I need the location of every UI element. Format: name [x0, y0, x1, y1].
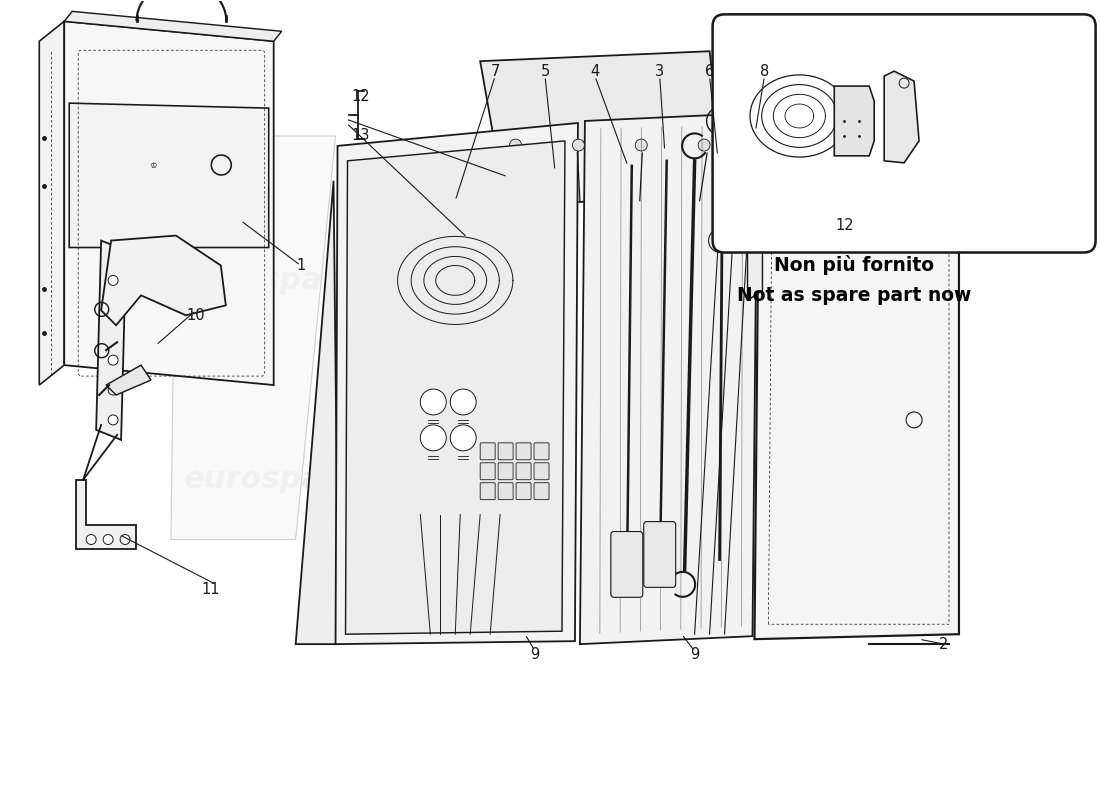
Circle shape — [103, 534, 113, 545]
Circle shape — [450, 389, 476, 415]
FancyBboxPatch shape — [516, 482, 531, 500]
Text: 4: 4 — [591, 64, 600, 78]
Circle shape — [465, 222, 485, 242]
Circle shape — [108, 355, 118, 365]
FancyBboxPatch shape — [534, 462, 549, 480]
Text: 9: 9 — [530, 646, 540, 662]
Polygon shape — [884, 71, 920, 163]
FancyBboxPatch shape — [610, 531, 642, 598]
Text: 5: 5 — [540, 64, 550, 78]
Circle shape — [450, 425, 476, 451]
Polygon shape — [40, 22, 64, 385]
Text: 6: 6 — [705, 64, 714, 78]
Text: Non più fornito: Non più fornito — [774, 255, 934, 275]
Circle shape — [458, 214, 493, 250]
Polygon shape — [748, 131, 762, 300]
Polygon shape — [481, 51, 719, 146]
Text: eurospares: eurospares — [185, 266, 377, 295]
FancyBboxPatch shape — [498, 462, 513, 480]
Polygon shape — [834, 86, 874, 156]
FancyBboxPatch shape — [644, 522, 675, 587]
Polygon shape — [170, 136, 336, 539]
Text: 10: 10 — [187, 308, 206, 322]
Text: 1: 1 — [296, 258, 306, 273]
FancyBboxPatch shape — [516, 462, 531, 480]
Text: eurospares: eurospares — [185, 466, 377, 494]
Circle shape — [698, 139, 711, 151]
Polygon shape — [296, 181, 339, 644]
Polygon shape — [416, 221, 491, 302]
Circle shape — [420, 389, 447, 415]
Polygon shape — [345, 141, 565, 634]
Polygon shape — [76, 480, 136, 550]
Text: 13: 13 — [351, 129, 370, 143]
Text: 12: 12 — [835, 218, 854, 233]
Circle shape — [86, 534, 96, 545]
Polygon shape — [64, 22, 274, 385]
Text: 12: 12 — [351, 89, 370, 103]
Text: 3: 3 — [656, 64, 664, 78]
Circle shape — [636, 139, 647, 151]
Circle shape — [108, 415, 118, 425]
Circle shape — [420, 425, 447, 451]
FancyBboxPatch shape — [498, 482, 513, 500]
Circle shape — [108, 275, 118, 286]
Text: Not as spare part now: Not as spare part now — [737, 286, 971, 305]
FancyBboxPatch shape — [481, 462, 495, 480]
FancyBboxPatch shape — [534, 443, 549, 460]
Text: 11: 11 — [201, 582, 220, 597]
Text: 2: 2 — [939, 637, 948, 652]
Polygon shape — [755, 111, 959, 639]
FancyBboxPatch shape — [516, 443, 531, 460]
Polygon shape — [106, 365, 151, 395]
Text: 9: 9 — [690, 646, 700, 662]
Polygon shape — [101, 235, 226, 326]
Text: 8: 8 — [760, 64, 769, 78]
Circle shape — [572, 139, 584, 151]
Polygon shape — [336, 123, 578, 644]
Circle shape — [509, 139, 521, 151]
Text: ♔: ♔ — [150, 161, 157, 170]
FancyBboxPatch shape — [534, 482, 549, 500]
Circle shape — [108, 385, 118, 395]
Polygon shape — [485, 146, 495, 210]
FancyBboxPatch shape — [481, 443, 495, 460]
FancyBboxPatch shape — [481, 482, 495, 500]
FancyBboxPatch shape — [713, 14, 1096, 253]
Polygon shape — [495, 136, 719, 206]
Polygon shape — [69, 103, 268, 247]
Polygon shape — [64, 11, 282, 42]
FancyBboxPatch shape — [498, 443, 513, 460]
Circle shape — [120, 534, 130, 545]
Polygon shape — [96, 241, 126, 440]
Text: 7: 7 — [491, 64, 499, 78]
Polygon shape — [580, 113, 758, 644]
